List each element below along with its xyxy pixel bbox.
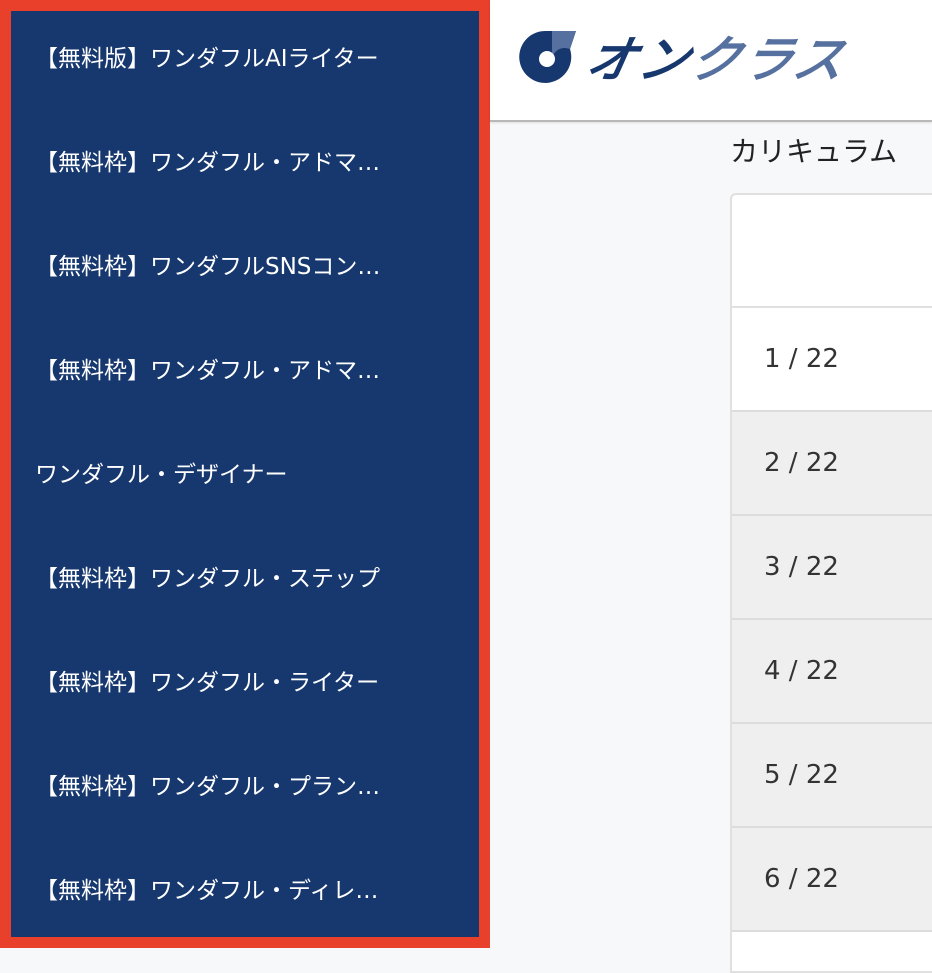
sidebar-item[interactable]: 【無料枠】ワンダフル・アドマ… [35,150,380,176]
table-row[interactable]: 6 / 22 [732,828,932,932]
table-row[interactable]: 2 / 22 [732,412,932,516]
table-row[interactable]: 1 / 22 [732,308,932,412]
sidebar-item[interactable]: 【無料枠】ワンダフル・ディレ… [35,878,379,904]
table-row[interactable]: 5 / 22 [732,724,932,828]
logo-text: オンクラス [580,31,853,89]
section-title: カリキュラム [730,135,898,168]
logo-mark-icon [519,30,576,83]
curriculum-table: 1 / 22 2 / 22 3 / 22 4 / 22 5 / 22 6 / 2… [730,193,932,973]
sidebar-item[interactable]: 【無料枠】ワンダフル・ステップ [35,566,380,592]
sidebar-item[interactable]: 【無料枠】ワンダフル・ライター [35,670,380,696]
sidebar-item[interactable]: 【無料枠】ワンダフル・プラン… [35,774,380,800]
table-row[interactable]: 3 / 22 [732,516,932,620]
sidebar-item[interactable]: ワンダフル・デザイナー [35,462,288,488]
sidebar-item[interactable]: 【無料版】ワンダフルAIライター [35,46,379,72]
logo[interactable]: オンクラス [518,20,852,92]
header: オンクラス [490,0,932,122]
sidebar: 【無料版】ワンダフルAIライター 【無料枠】ワンダフル・アドマ… 【無料枠】ワン… [0,0,490,948]
table-header [732,195,932,308]
table-row[interactable]: 4 / 22 [732,620,932,724]
sidebar-item[interactable]: 【無料枠】ワンダフルSNSコン… [35,254,381,280]
sidebar-item[interactable]: 【無料枠】ワンダフル・アドマ… [35,358,380,384]
